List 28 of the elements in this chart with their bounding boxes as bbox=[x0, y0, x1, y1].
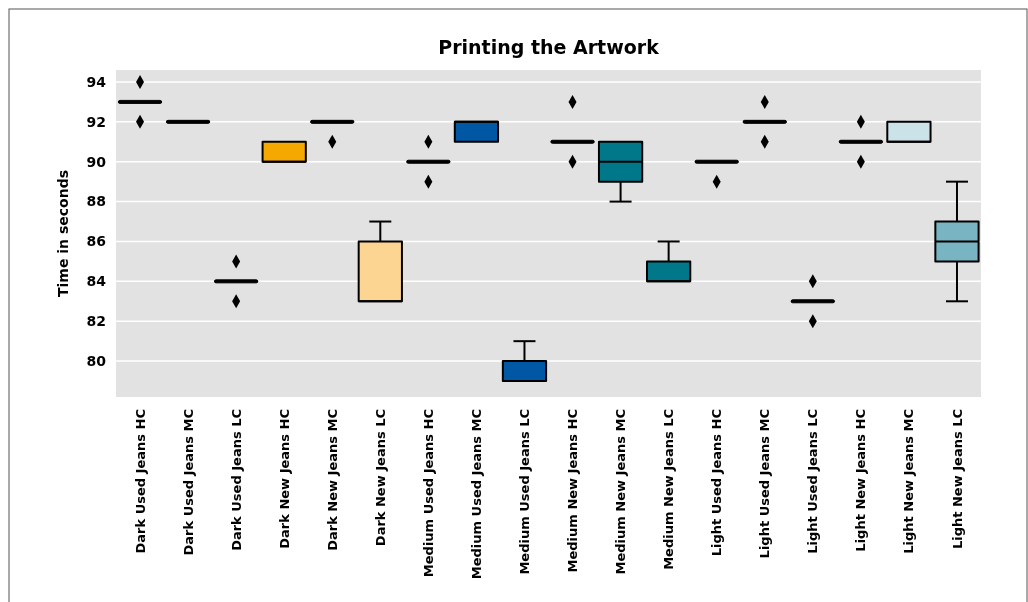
x-tick-label: Dark Used Jeans HC bbox=[132, 409, 148, 554]
x-tick-label: Medium New Jeans HC bbox=[565, 409, 581, 573]
x-tick-label: Dark New Jeans LC bbox=[372, 409, 388, 547]
y-tick-label: 84 bbox=[86, 273, 107, 290]
x-tick-label: Dark Used Jeans MC bbox=[180, 409, 196, 556]
x-tick-label: Medium Used Jeans HC bbox=[420, 409, 436, 578]
x-tick-label: Dark New Jeans HC bbox=[276, 409, 292, 549]
x-tick-label: Light Used Jeans HC bbox=[709, 409, 725, 557]
y-tick-label: 80 bbox=[86, 353, 107, 370]
y-tick-label: 94 bbox=[86, 73, 107, 90]
chart-title: Printing the Artwork bbox=[438, 36, 660, 58]
y-tick-label: 86 bbox=[86, 233, 106, 250]
x-tick-label: Dark New Jeans MC bbox=[324, 409, 340, 551]
x-tick-label: Medium Used Jeans MC bbox=[468, 409, 484, 580]
y-tick-label: 90 bbox=[86, 153, 107, 170]
x-tick-label: Medium New Jeans LC bbox=[661, 409, 677, 570]
y-axis-title: Time in seconds bbox=[55, 169, 71, 298]
x-tick-label: Medium Used Jeans LC bbox=[517, 409, 533, 575]
x-tick-label: Light New Jeans MC bbox=[901, 409, 917, 554]
x-tick-label: Dark Used Jeans LC bbox=[228, 409, 244, 551]
x-tick-label: Light New Jeans HC bbox=[853, 409, 869, 552]
y-tick-label: 92 bbox=[86, 113, 106, 130]
y-tick-label: 82 bbox=[86, 313, 106, 330]
x-tick-label: Light Used Jeans LC bbox=[805, 409, 821, 554]
x-tick-label: Medium New Jeans MC bbox=[613, 409, 629, 575]
x-tick-label: Light Used Jeans MC bbox=[757, 409, 773, 559]
y-tick-label: 88 bbox=[86, 193, 106, 210]
x-tick-label: Light New Jeans LC bbox=[949, 409, 965, 550]
